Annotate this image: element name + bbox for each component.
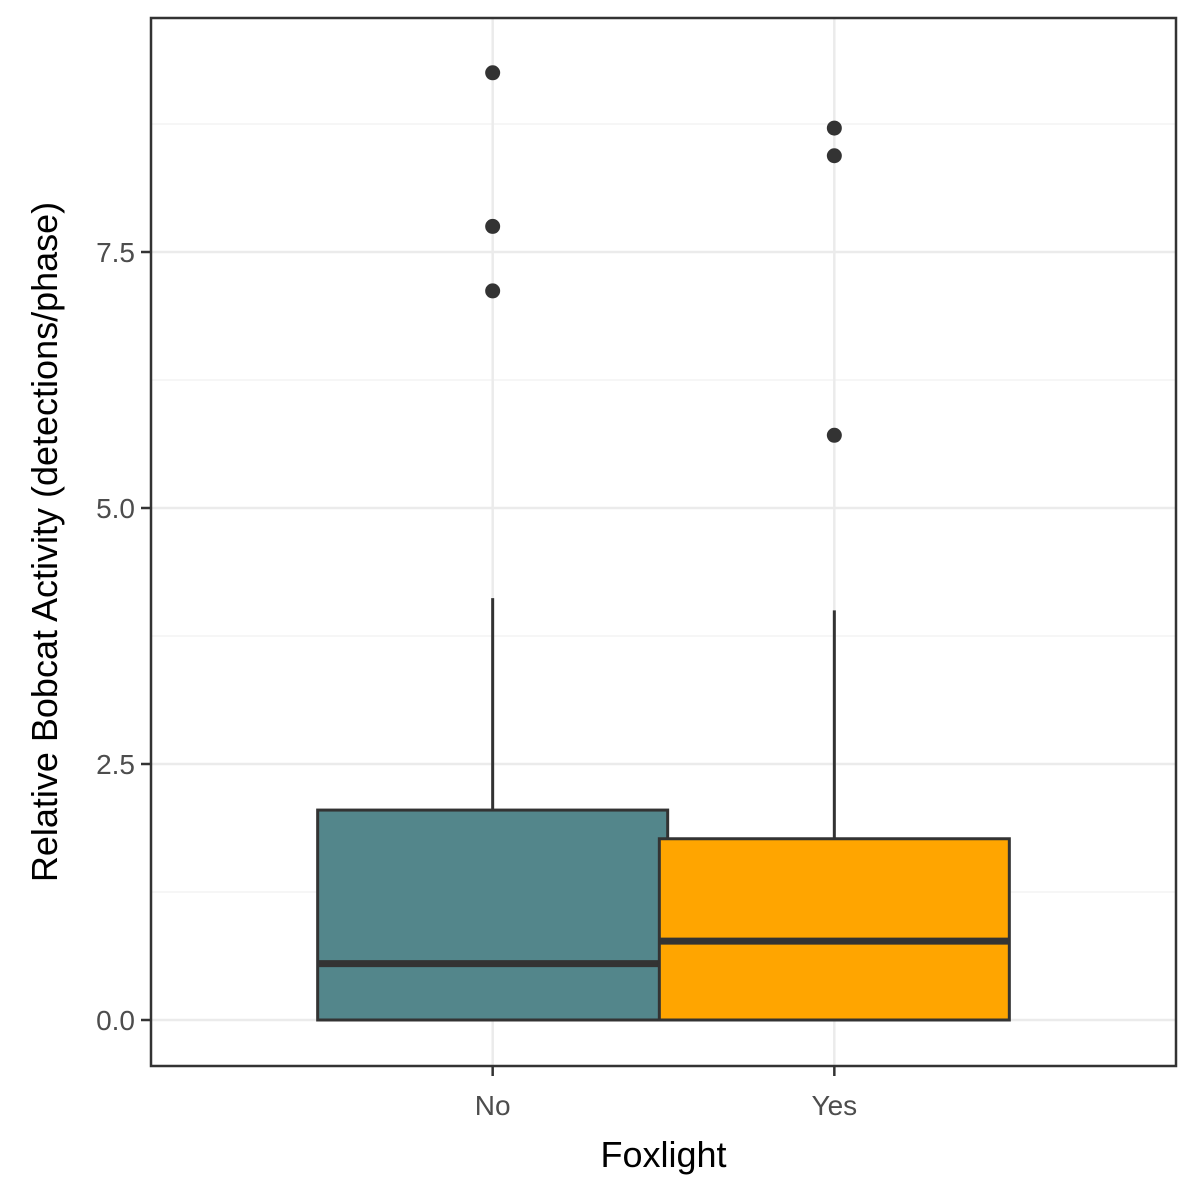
x-axis-title: Foxlight xyxy=(600,1134,726,1175)
box-body xyxy=(316,808,670,1022)
outlier-point xyxy=(826,427,842,443)
box-body xyxy=(657,837,1011,1022)
outlier-point xyxy=(485,283,501,299)
y-tick-label: 5.0 xyxy=(96,493,135,524)
y-tick-label: 0.0 xyxy=(96,1005,135,1036)
outlier-point xyxy=(485,218,501,234)
axes: 0.0 2.5 5.0 7.5 No Yes xyxy=(96,237,857,1121)
x-tick-label: Yes xyxy=(811,1090,857,1121)
x-tick-label: No xyxy=(475,1090,511,1121)
y-tick-label: 2.5 xyxy=(96,749,135,780)
outlier-point xyxy=(826,120,842,136)
outlier-point xyxy=(826,148,842,164)
outlier-point xyxy=(485,65,501,81)
y-axis-title: Relative Bobcat Activity (detections/pha… xyxy=(24,202,65,882)
panel-border xyxy=(149,16,1178,1068)
box-yes xyxy=(657,120,1011,1022)
boxes xyxy=(316,65,1011,1022)
y-tick-label: 7.5 xyxy=(96,237,135,268)
